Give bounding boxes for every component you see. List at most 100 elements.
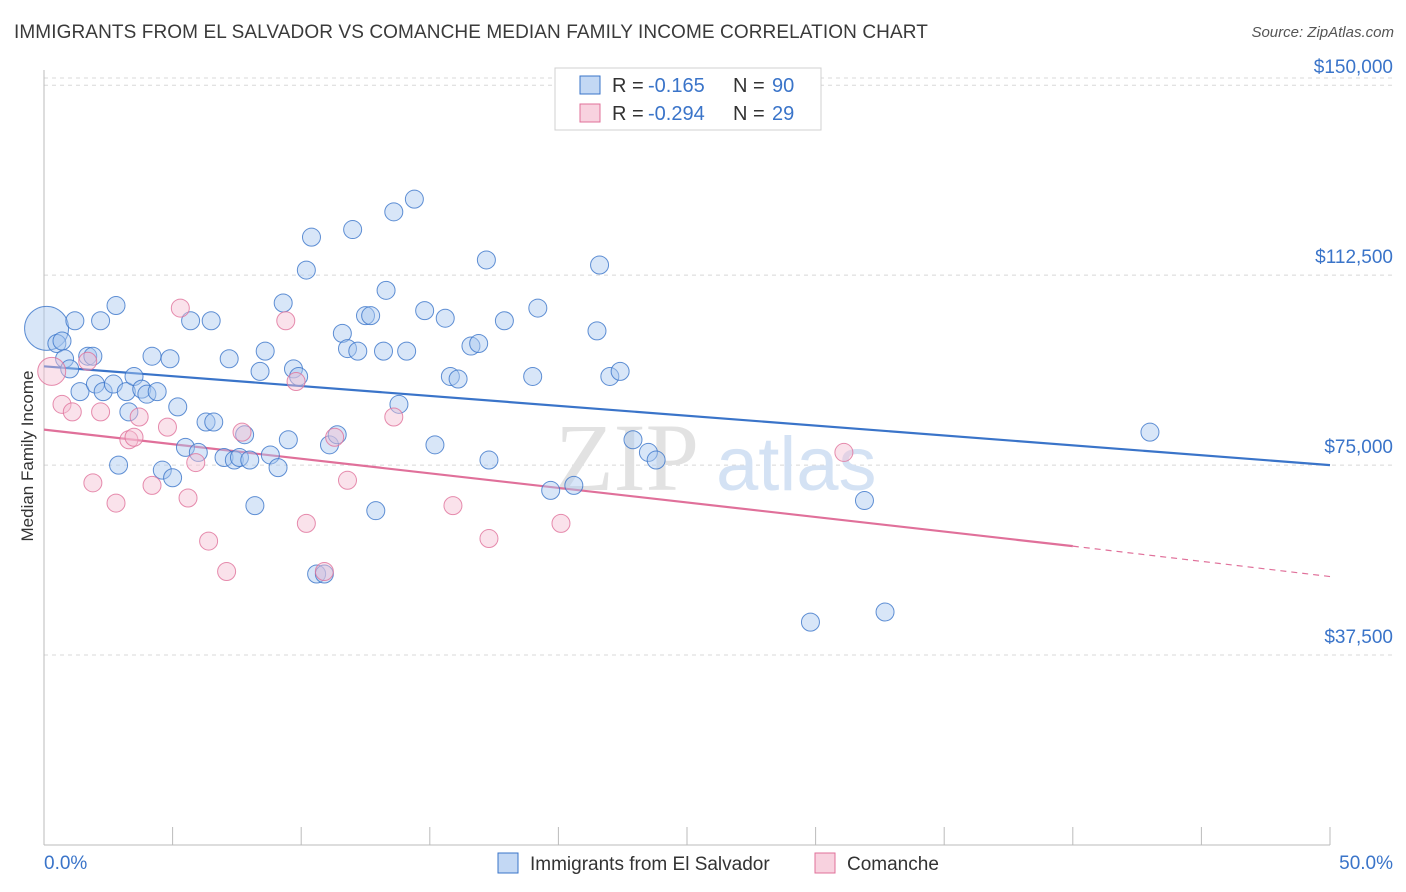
point-el-salvador (374, 341, 394, 361)
point-comanche (384, 407, 404, 427)
point-el-salvador (448, 369, 468, 389)
point-el-salvador (307, 564, 327, 584)
point-el-salvador (235, 425, 255, 445)
point-el-salvador (255, 341, 275, 361)
point-el-salvador (854, 491, 874, 511)
trend-lines (43, 365, 1331, 578)
data-points (24, 189, 1160, 632)
axes (43, 70, 1331, 846)
point-el-salvador (47, 334, 67, 354)
watermark-atlas: atlas (716, 422, 877, 507)
point-el-salvador (646, 450, 666, 470)
point-el-salvador (119, 402, 139, 422)
point-comanche (142, 475, 162, 495)
point-el-salvador (24, 305, 70, 351)
point-el-salvador (152, 460, 172, 480)
point-el-salvador (587, 321, 607, 341)
point-el-salvador (376, 280, 396, 300)
point-comanche (37, 356, 67, 386)
point-comanche (78, 351, 98, 371)
point-el-salvador (476, 250, 496, 270)
point-el-salvador (168, 397, 188, 417)
chart-title: IMMIGRANTS FROM EL SALVADOR VS COMANCHE … (14, 22, 928, 43)
point-el-salvador (224, 450, 244, 470)
point-el-salvador (348, 341, 368, 361)
point-comanche (325, 427, 345, 447)
point-el-salvador (91, 311, 111, 331)
series-legend-label: Immigrants from El Salvador (530, 854, 770, 875)
stats-legend-r-value: -0.294 (648, 103, 705, 125)
point-el-salvador (541, 480, 561, 500)
x-tick-label-left: 0.0% (44, 853, 87, 874)
point-comanche (170, 298, 190, 318)
point-el-salvador (142, 346, 162, 366)
point-el-salvador (132, 379, 152, 399)
point-el-salvador (201, 311, 221, 331)
point-el-salvador (440, 366, 460, 386)
point-el-salvador (356, 306, 375, 326)
y-tick-label: $112,500 (1315, 247, 1393, 268)
point-el-salvador (268, 458, 288, 478)
point-comanche (443, 496, 463, 516)
stats-legend-r-value: -0.165 (648, 75, 705, 97)
point-el-salvador (273, 293, 293, 313)
point-el-salvador (78, 346, 98, 366)
point-el-salvador (610, 361, 630, 381)
series-legend-swatch (497, 852, 519, 874)
point-el-salvador (875, 602, 895, 622)
point-el-salvador (528, 298, 548, 318)
point-el-salvador (296, 260, 316, 280)
point-el-salvador (1140, 422, 1160, 442)
y-tick-label: $150,000 (1314, 57, 1393, 78)
point-el-salvador (160, 349, 180, 369)
stats-legend-n-label: N = (733, 103, 765, 125)
point-el-salvador (623, 430, 643, 450)
stats-legend-r-label: R = (612, 103, 644, 125)
point-el-salvador (245, 496, 265, 516)
point-comanche (186, 453, 206, 473)
point-comanche (286, 372, 306, 392)
stats-legend-r-label: R = (612, 75, 644, 97)
point-el-salvador (469, 334, 489, 354)
point-comanche (91, 402, 111, 422)
point-el-salvador (397, 341, 417, 361)
chart-source: Source: ZipAtlas.com (1251, 24, 1394, 41)
point-el-salvador (147, 382, 167, 402)
point-el-salvador (289, 366, 309, 386)
point-el-salvador (278, 430, 298, 450)
point-comanche (314, 561, 334, 581)
stats-legend-swatch (579, 75, 601, 95)
grid-lines (44, 77, 1395, 656)
point-el-salvador (600, 366, 620, 386)
point-el-salvador (83, 346, 103, 366)
point-el-salvador (109, 455, 129, 475)
point-el-salvador (361, 306, 381, 326)
point-el-salvador (343, 220, 363, 240)
point-comanche (119, 430, 139, 450)
point-el-salvador (52, 331, 72, 351)
point-el-salvador (415, 301, 435, 321)
point-comanche (129, 407, 149, 427)
point-el-salvador (332, 323, 352, 343)
point-comanche (217, 561, 237, 581)
series-legend-label: Comanche (847, 854, 939, 875)
point-comanche (551, 513, 571, 533)
point-el-salvador (204, 412, 224, 432)
axis-labels: $37,500 $75,000 $112,500 $150,000 0.0% 50.0% M… (18, 57, 1393, 874)
point-comanche (157, 417, 177, 437)
trend-line-el-salvador (43, 365, 1331, 467)
point-comanche (834, 442, 854, 462)
point-comanche (62, 402, 82, 422)
point-el-salvador (106, 296, 126, 316)
point-comanche (106, 493, 126, 513)
point-el-salvador (55, 349, 75, 369)
point-el-salvador (523, 366, 543, 386)
trend-line-comanche (43, 428, 1073, 548)
stats-legend-n-value: 29 (772, 103, 794, 125)
point-comanche (52, 394, 72, 414)
point-el-salvador (116, 382, 136, 402)
point-el-salvador (65, 311, 85, 331)
point-comanche (479, 529, 499, 549)
x-tick-label-right: 50.0% (1339, 853, 1393, 874)
